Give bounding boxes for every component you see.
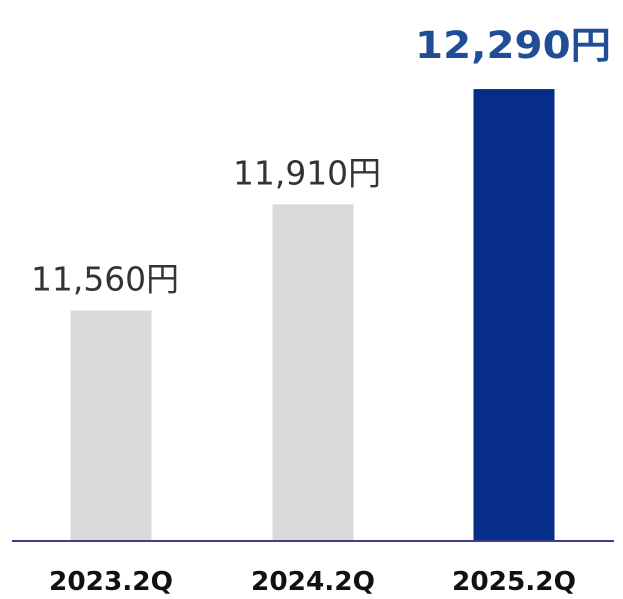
value-label-2024.2Q: 11,910円 [233,153,381,192]
bar-2025.2Q [473,89,555,541]
bar-2023.2Q [70,310,152,541]
value-label-2023.2Q: 11,560円 [31,259,179,298]
bars-group [70,89,555,541]
category-labels-group: 2023.2Q 2024.2Q 2025.2Q [49,567,576,597]
category-label-2023.2Q: 2023.2Q [49,567,173,597]
category-label-2025.2Q: 2025.2Q [452,567,576,597]
bar-2024.2Q [272,204,354,541]
value-label-2025.2Q: 12,290円 [415,24,611,67]
value-labels-group: 11,560円 11,910円 12,290円 [31,24,611,298]
category-label-2024.2Q: 2024.2Q [251,567,375,597]
